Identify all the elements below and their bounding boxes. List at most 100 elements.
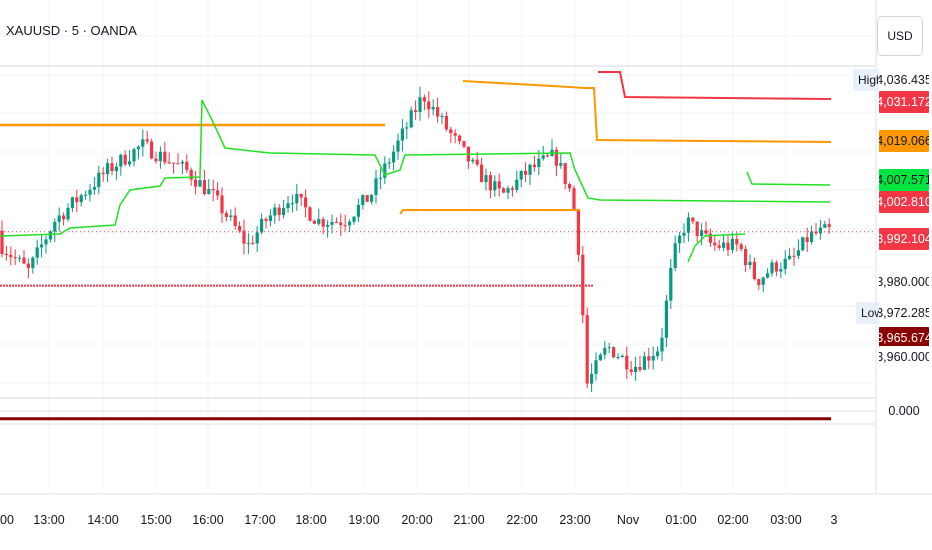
candle [576, 209, 580, 255]
candle [264, 218, 268, 221]
time-tick-label: 18:00 [295, 513, 327, 527]
candle [295, 193, 299, 204]
price-label-last: 4,002.810 [879, 191, 929, 213]
candle [788, 255, 792, 259]
candle [717, 245, 721, 248]
candle [502, 188, 506, 193]
candle [246, 242, 250, 244]
candle [414, 110, 418, 113]
candle [396, 140, 400, 152]
candle [607, 347, 611, 349]
candle [761, 277, 765, 285]
time-tick-label: 01:00 [665, 513, 697, 527]
candle [123, 154, 127, 165]
candle [585, 315, 589, 384]
symbol-title[interactable]: XAUUSD · 5 · OANDA [6, 23, 137, 38]
candle [594, 360, 598, 374]
candle [603, 347, 607, 355]
candle [532, 164, 536, 168]
candle [255, 232, 259, 244]
candle [656, 351, 660, 356]
candle [75, 197, 79, 203]
candle [497, 181, 501, 189]
time-tick-label: 16:00 [192, 513, 224, 527]
candle [119, 154, 123, 167]
candle [172, 162, 176, 164]
candle [700, 230, 704, 236]
candle [180, 161, 184, 164]
candle [537, 158, 541, 168]
candle [796, 250, 800, 256]
candle [805, 237, 809, 242]
candle [48, 231, 52, 240]
candle [471, 159, 475, 162]
candle [84, 194, 88, 196]
time-tick-label: 13:00 [33, 513, 65, 527]
candle [189, 169, 193, 180]
candle [792, 255, 796, 257]
candle [268, 215, 272, 221]
candle [563, 163, 567, 185]
candle [814, 231, 818, 234]
candle [801, 237, 805, 251]
candle [304, 197, 308, 208]
candle [378, 177, 382, 179]
candle [163, 151, 167, 163]
candle [541, 155, 545, 159]
time-tick-label: 15:00 [140, 513, 172, 527]
candle [554, 149, 558, 166]
candle [722, 242, 726, 248]
candle [572, 188, 576, 210]
time-tick-label: 23:00 [559, 513, 591, 527]
candle [766, 273, 770, 278]
candle [198, 180, 202, 187]
candle [88, 189, 92, 195]
candle [823, 224, 827, 228]
currency-selector[interactable]: USD [877, 16, 923, 56]
time-tick-label: 19:00 [348, 513, 380, 527]
candle [444, 115, 448, 130]
candle [519, 170, 523, 180]
candle [735, 238, 739, 245]
candle [53, 221, 57, 232]
candle [629, 369, 633, 373]
candle [405, 127, 409, 129]
candle [326, 224, 330, 227]
candle [506, 188, 510, 193]
candle [660, 337, 664, 352]
candle [651, 355, 655, 361]
candle [480, 164, 484, 183]
candle [106, 163, 110, 175]
candle [4, 254, 8, 256]
price-label-3980: 3,980.000 [879, 271, 929, 293]
candle [436, 107, 440, 117]
candle [361, 195, 365, 205]
candle [35, 247, 39, 258]
candle [211, 188, 215, 191]
time-tick-label: Nov [616, 513, 640, 527]
candle [79, 195, 83, 203]
candle [708, 233, 712, 243]
candle [779, 269, 783, 272]
candle [673, 243, 677, 268]
candle [70, 197, 74, 208]
candle [365, 195, 369, 202]
candle [92, 187, 96, 190]
candle [13, 257, 17, 259]
candle [744, 249, 748, 266]
candle [475, 159, 479, 165]
time-tick-label: 02:00 [717, 513, 749, 527]
time-tick-label: 20:00 [401, 513, 433, 527]
price-label-high: 4,036.435 [879, 69, 929, 91]
level-line-green-lower [687, 233, 746, 263]
candle [634, 366, 638, 373]
candle [783, 258, 787, 270]
candle [57, 215, 61, 222]
candle [713, 242, 717, 246]
candle [686, 217, 690, 233]
candle [229, 215, 233, 218]
candle [286, 203, 290, 209]
candle [818, 227, 822, 234]
price-label-orange: 4,019.066 [879, 130, 929, 152]
